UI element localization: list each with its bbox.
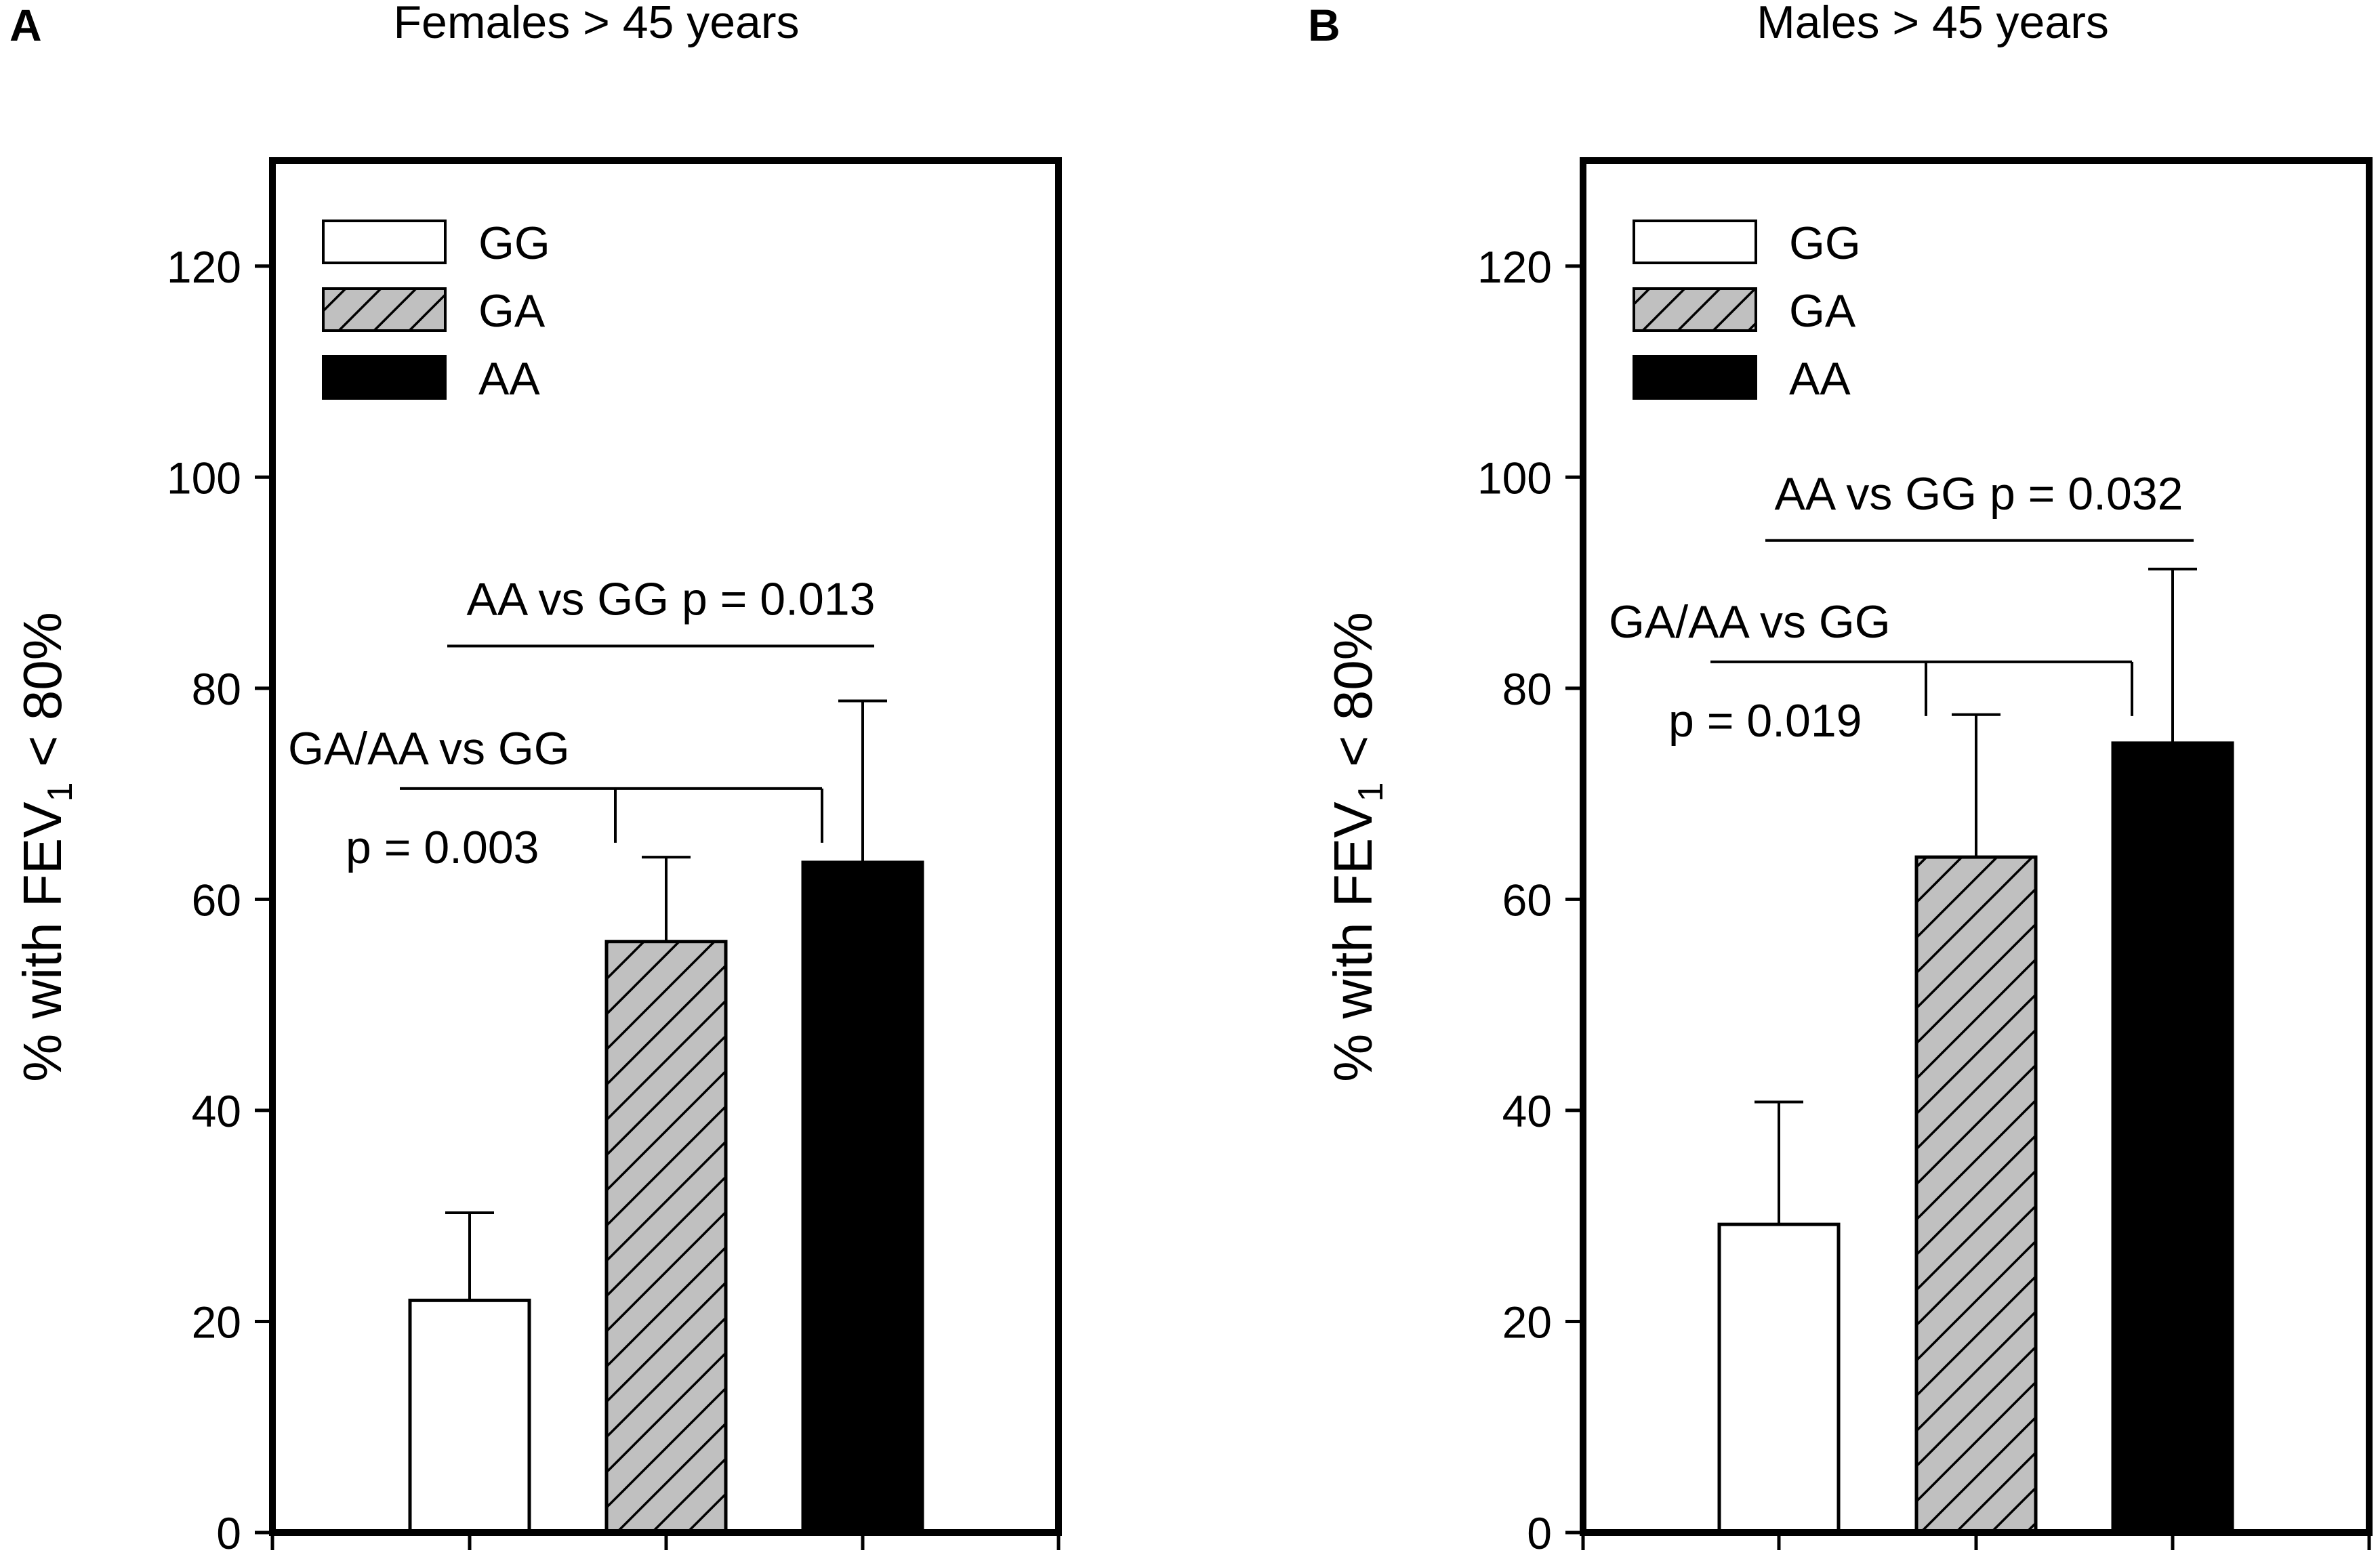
comparison-p-value: p = 0.019 bbox=[1668, 695, 1862, 747]
chart-title: Males > 45 years bbox=[1757, 0, 2109, 48]
y-axis-label-main: % with FEV bbox=[1323, 802, 1383, 1082]
bar-ga bbox=[1914, 855, 2038, 1535]
bar-aa bbox=[801, 860, 924, 1535]
comparison-label: AA vs GG p = 0.032 bbox=[1775, 468, 2183, 520]
legend-label: GA bbox=[478, 285, 546, 337]
bar-aa bbox=[2111, 741, 2234, 1535]
legend-swatch-ga bbox=[1633, 287, 1757, 332]
y-tick-label: 80 bbox=[192, 664, 241, 714]
bar-gg bbox=[1717, 1222, 1841, 1535]
legend-label: AA bbox=[1789, 353, 1851, 404]
legend-label: GG bbox=[478, 217, 550, 269]
y-tick-label: 60 bbox=[1502, 875, 1552, 925]
chart-title: Females > 45 years bbox=[393, 0, 799, 48]
panel-label: B bbox=[1308, 0, 1340, 50]
y-tick-label: 100 bbox=[1477, 453, 1552, 503]
comparison-p-value: p = 0.003 bbox=[346, 822, 539, 873]
legend-swatch-gg bbox=[1633, 220, 1757, 264]
bar-ga bbox=[604, 940, 728, 1535]
bar-gg bbox=[408, 1298, 531, 1535]
panel-a: A Females > 45 years % with FEV1 < 80% 0… bbox=[9, 0, 1062, 1558]
legend-swatch-gg bbox=[322, 220, 447, 264]
y-axis-label-subscript: 1 bbox=[41, 782, 80, 802]
y-axis-label-subscript: 1 bbox=[1351, 782, 1391, 802]
comparison-label: GA/AA vs GG bbox=[1609, 596, 1891, 648]
y-axis-label-suffix: < 80% bbox=[1323, 612, 1383, 782]
y-tick-label: 0 bbox=[1527, 1508, 1552, 1558]
y-tick-label: 20 bbox=[192, 1297, 241, 1347]
y-tick-label: 80 bbox=[1502, 664, 1552, 714]
y-axis-label: % with FEV1 < 80% bbox=[12, 612, 80, 1082]
y-axis-label: % with FEV1 < 80% bbox=[1323, 612, 1391, 1082]
legend-swatch-aa bbox=[1633, 355, 1757, 400]
y-tick-label: 40 bbox=[1502, 1086, 1552, 1136]
legend-label: AA bbox=[478, 353, 540, 404]
y-tick-label: 60 bbox=[192, 875, 241, 925]
y-tick-label: 0 bbox=[216, 1508, 241, 1558]
y-axis-label-suffix: < 80% bbox=[12, 612, 73, 782]
legend-label: GA bbox=[1789, 285, 1856, 337]
legend-swatch-ga bbox=[322, 287, 447, 332]
y-tick-label: 20 bbox=[1502, 1297, 1552, 1347]
y-tick-label: 120 bbox=[1477, 242, 1552, 292]
comparison-label: GA/AA vs GG bbox=[288, 723, 570, 774]
legend-swatch-aa bbox=[322, 355, 447, 400]
y-tick-label: 120 bbox=[167, 242, 241, 292]
plot-frame bbox=[1580, 157, 2373, 1536]
y-axis-label-main: % with FEV bbox=[12, 802, 73, 1082]
panel-label: A bbox=[9, 0, 42, 50]
legend-label: GG bbox=[1789, 217, 1861, 269]
y-tick-label: 40 bbox=[192, 1086, 241, 1136]
plot-frame bbox=[269, 157, 1062, 1536]
y-tick-label: 100 bbox=[167, 453, 241, 503]
comparison-label: AA vs GG p = 0.013 bbox=[467, 574, 876, 625]
panel-b: B Males > 45 years % with FEV1 < 80% 0 20… bbox=[1308, 0, 2373, 1558]
